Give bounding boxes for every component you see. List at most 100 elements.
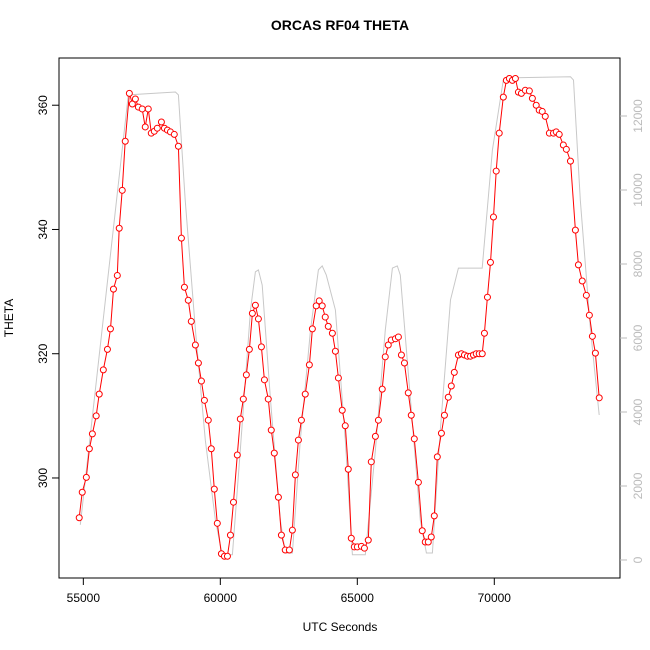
- data-point: [532, 101, 540, 109]
- data-point: [153, 124, 161, 132]
- data-point: [400, 359, 408, 367]
- data-point: [328, 329, 336, 337]
- data-point: [229, 498, 237, 506]
- data-point: [128, 100, 136, 108]
- data-point: [82, 473, 90, 481]
- y2-tick-label: 10000: [631, 173, 645, 207]
- data-point: [95, 390, 103, 398]
- data-point: [294, 436, 302, 444]
- data-point: [440, 411, 448, 419]
- data-point: [394, 333, 402, 341]
- data-point: [141, 123, 149, 131]
- data-point: [226, 531, 234, 539]
- data-point: [88, 430, 96, 438]
- plot-frame: [58, 57, 621, 579]
- series-line: [78, 77, 600, 557]
- data-point: [92, 412, 100, 420]
- data-point: [213, 519, 221, 527]
- data-point: [113, 271, 121, 279]
- data-point: [418, 527, 426, 535]
- data-point: [75, 514, 83, 522]
- y-axis-label: THETA: [2, 299, 16, 337]
- data-point: [447, 382, 455, 390]
- data-point: [191, 341, 199, 349]
- data-point: [582, 291, 590, 299]
- data-point: [174, 142, 182, 150]
- data-point: [437, 429, 445, 437]
- y-tick-label: 360: [36, 95, 50, 115]
- data-point: [288, 526, 296, 534]
- data-point: [367, 458, 375, 466]
- data-point: [257, 343, 265, 351]
- y2-tick-label: 0: [631, 556, 645, 563]
- data-point: [450, 368, 458, 376]
- data-point: [207, 445, 215, 453]
- data-point: [344, 465, 352, 473]
- data-point: [223, 552, 231, 560]
- data-point: [242, 371, 250, 379]
- data-point: [301, 390, 309, 398]
- data-point: [424, 538, 432, 546]
- y-tick-label: 300: [36, 468, 50, 488]
- data-point: [197, 377, 205, 385]
- data-point: [157, 118, 165, 126]
- data-point: [210, 485, 218, 493]
- data-point: [595, 394, 603, 402]
- data-point: [315, 297, 323, 305]
- data-point: [251, 301, 259, 309]
- data-point: [291, 471, 299, 479]
- data-point: [410, 435, 418, 443]
- data-point: [324, 322, 332, 330]
- data-point: [321, 313, 329, 321]
- data-point: [264, 395, 272, 403]
- data-point: [371, 432, 379, 440]
- data-point: [200, 396, 208, 404]
- data-point: [347, 534, 355, 542]
- data-point: [236, 415, 244, 423]
- data-point: [578, 277, 586, 285]
- data-point: [433, 453, 441, 461]
- data-point: [233, 451, 241, 459]
- data-point: [270, 449, 278, 457]
- data-point: [267, 426, 275, 434]
- data-point: [430, 512, 438, 520]
- y2-tick-label: 12000: [631, 99, 645, 133]
- data-point: [103, 345, 111, 353]
- data-point: [308, 325, 316, 333]
- data-point: [427, 533, 435, 541]
- data-point: [591, 349, 599, 357]
- data-point: [495, 129, 503, 137]
- data-point: [486, 258, 494, 266]
- data-point: [414, 478, 422, 486]
- data-point: [170, 130, 178, 138]
- data-point: [480, 329, 488, 337]
- data-point: [525, 87, 533, 95]
- data-point: [360, 544, 368, 552]
- data-point: [566, 157, 574, 165]
- data-point: [378, 385, 386, 393]
- data-point: [478, 350, 486, 358]
- data-point: [239, 395, 247, 403]
- data-point: [277, 531, 285, 539]
- data-point: [285, 546, 293, 554]
- data-point: [138, 105, 146, 113]
- data-point: [574, 261, 582, 269]
- data-point: [248, 309, 256, 317]
- y-tick-label: 340: [36, 219, 50, 239]
- y2-tick-label: 8000: [631, 250, 645, 277]
- x-tick-label: 65000: [341, 591, 375, 605]
- y2-tick-label: 4000: [631, 398, 645, 425]
- data-point: [305, 361, 313, 369]
- y2-tick-label: 6000: [631, 324, 645, 351]
- data-point: [177, 234, 185, 242]
- data-point: [538, 107, 546, 115]
- data-point: [274, 493, 282, 501]
- data-point: [499, 93, 507, 101]
- data-point: [571, 226, 579, 234]
- data-point: [404, 389, 412, 397]
- data-point: [180, 283, 188, 291]
- data-point: [131, 95, 139, 103]
- data-point: [492, 167, 500, 175]
- data-point: [99, 366, 107, 374]
